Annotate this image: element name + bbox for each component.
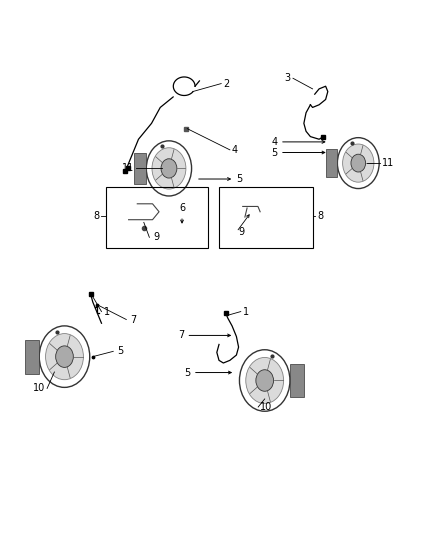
Text: 7: 7 <box>130 314 136 325</box>
Bar <box>326 149 337 177</box>
Text: 4: 4 <box>232 145 238 155</box>
Text: 1: 1 <box>243 306 249 317</box>
Text: 7: 7 <box>178 330 184 341</box>
Circle shape <box>343 144 374 182</box>
Bar <box>25 340 39 374</box>
Bar <box>290 364 304 398</box>
Text: 8: 8 <box>317 211 323 221</box>
Text: 5: 5 <box>117 346 123 357</box>
Circle shape <box>46 334 83 379</box>
Circle shape <box>256 370 274 391</box>
Text: 2: 2 <box>223 78 230 88</box>
Circle shape <box>246 358 284 403</box>
Text: 11: 11 <box>122 164 134 173</box>
Text: 5: 5 <box>184 368 191 377</box>
Bar <box>134 154 146 183</box>
Circle shape <box>56 346 73 367</box>
Text: 4: 4 <box>272 137 278 147</box>
Text: 8: 8 <box>93 211 99 221</box>
Text: 5: 5 <box>237 174 243 184</box>
Circle shape <box>161 159 177 178</box>
Circle shape <box>152 148 186 189</box>
Text: 10: 10 <box>33 383 45 393</box>
Text: 10: 10 <box>260 402 272 412</box>
Text: 9: 9 <box>154 232 160 243</box>
Bar <box>106 187 208 248</box>
Text: 9: 9 <box>239 227 245 237</box>
Text: 5: 5 <box>272 148 278 158</box>
Bar <box>219 187 313 248</box>
Text: 3: 3 <box>285 73 291 83</box>
Text: 1: 1 <box>104 306 110 317</box>
Text: 11: 11 <box>382 158 395 168</box>
Circle shape <box>351 154 366 172</box>
Text: 6: 6 <box>179 204 185 214</box>
